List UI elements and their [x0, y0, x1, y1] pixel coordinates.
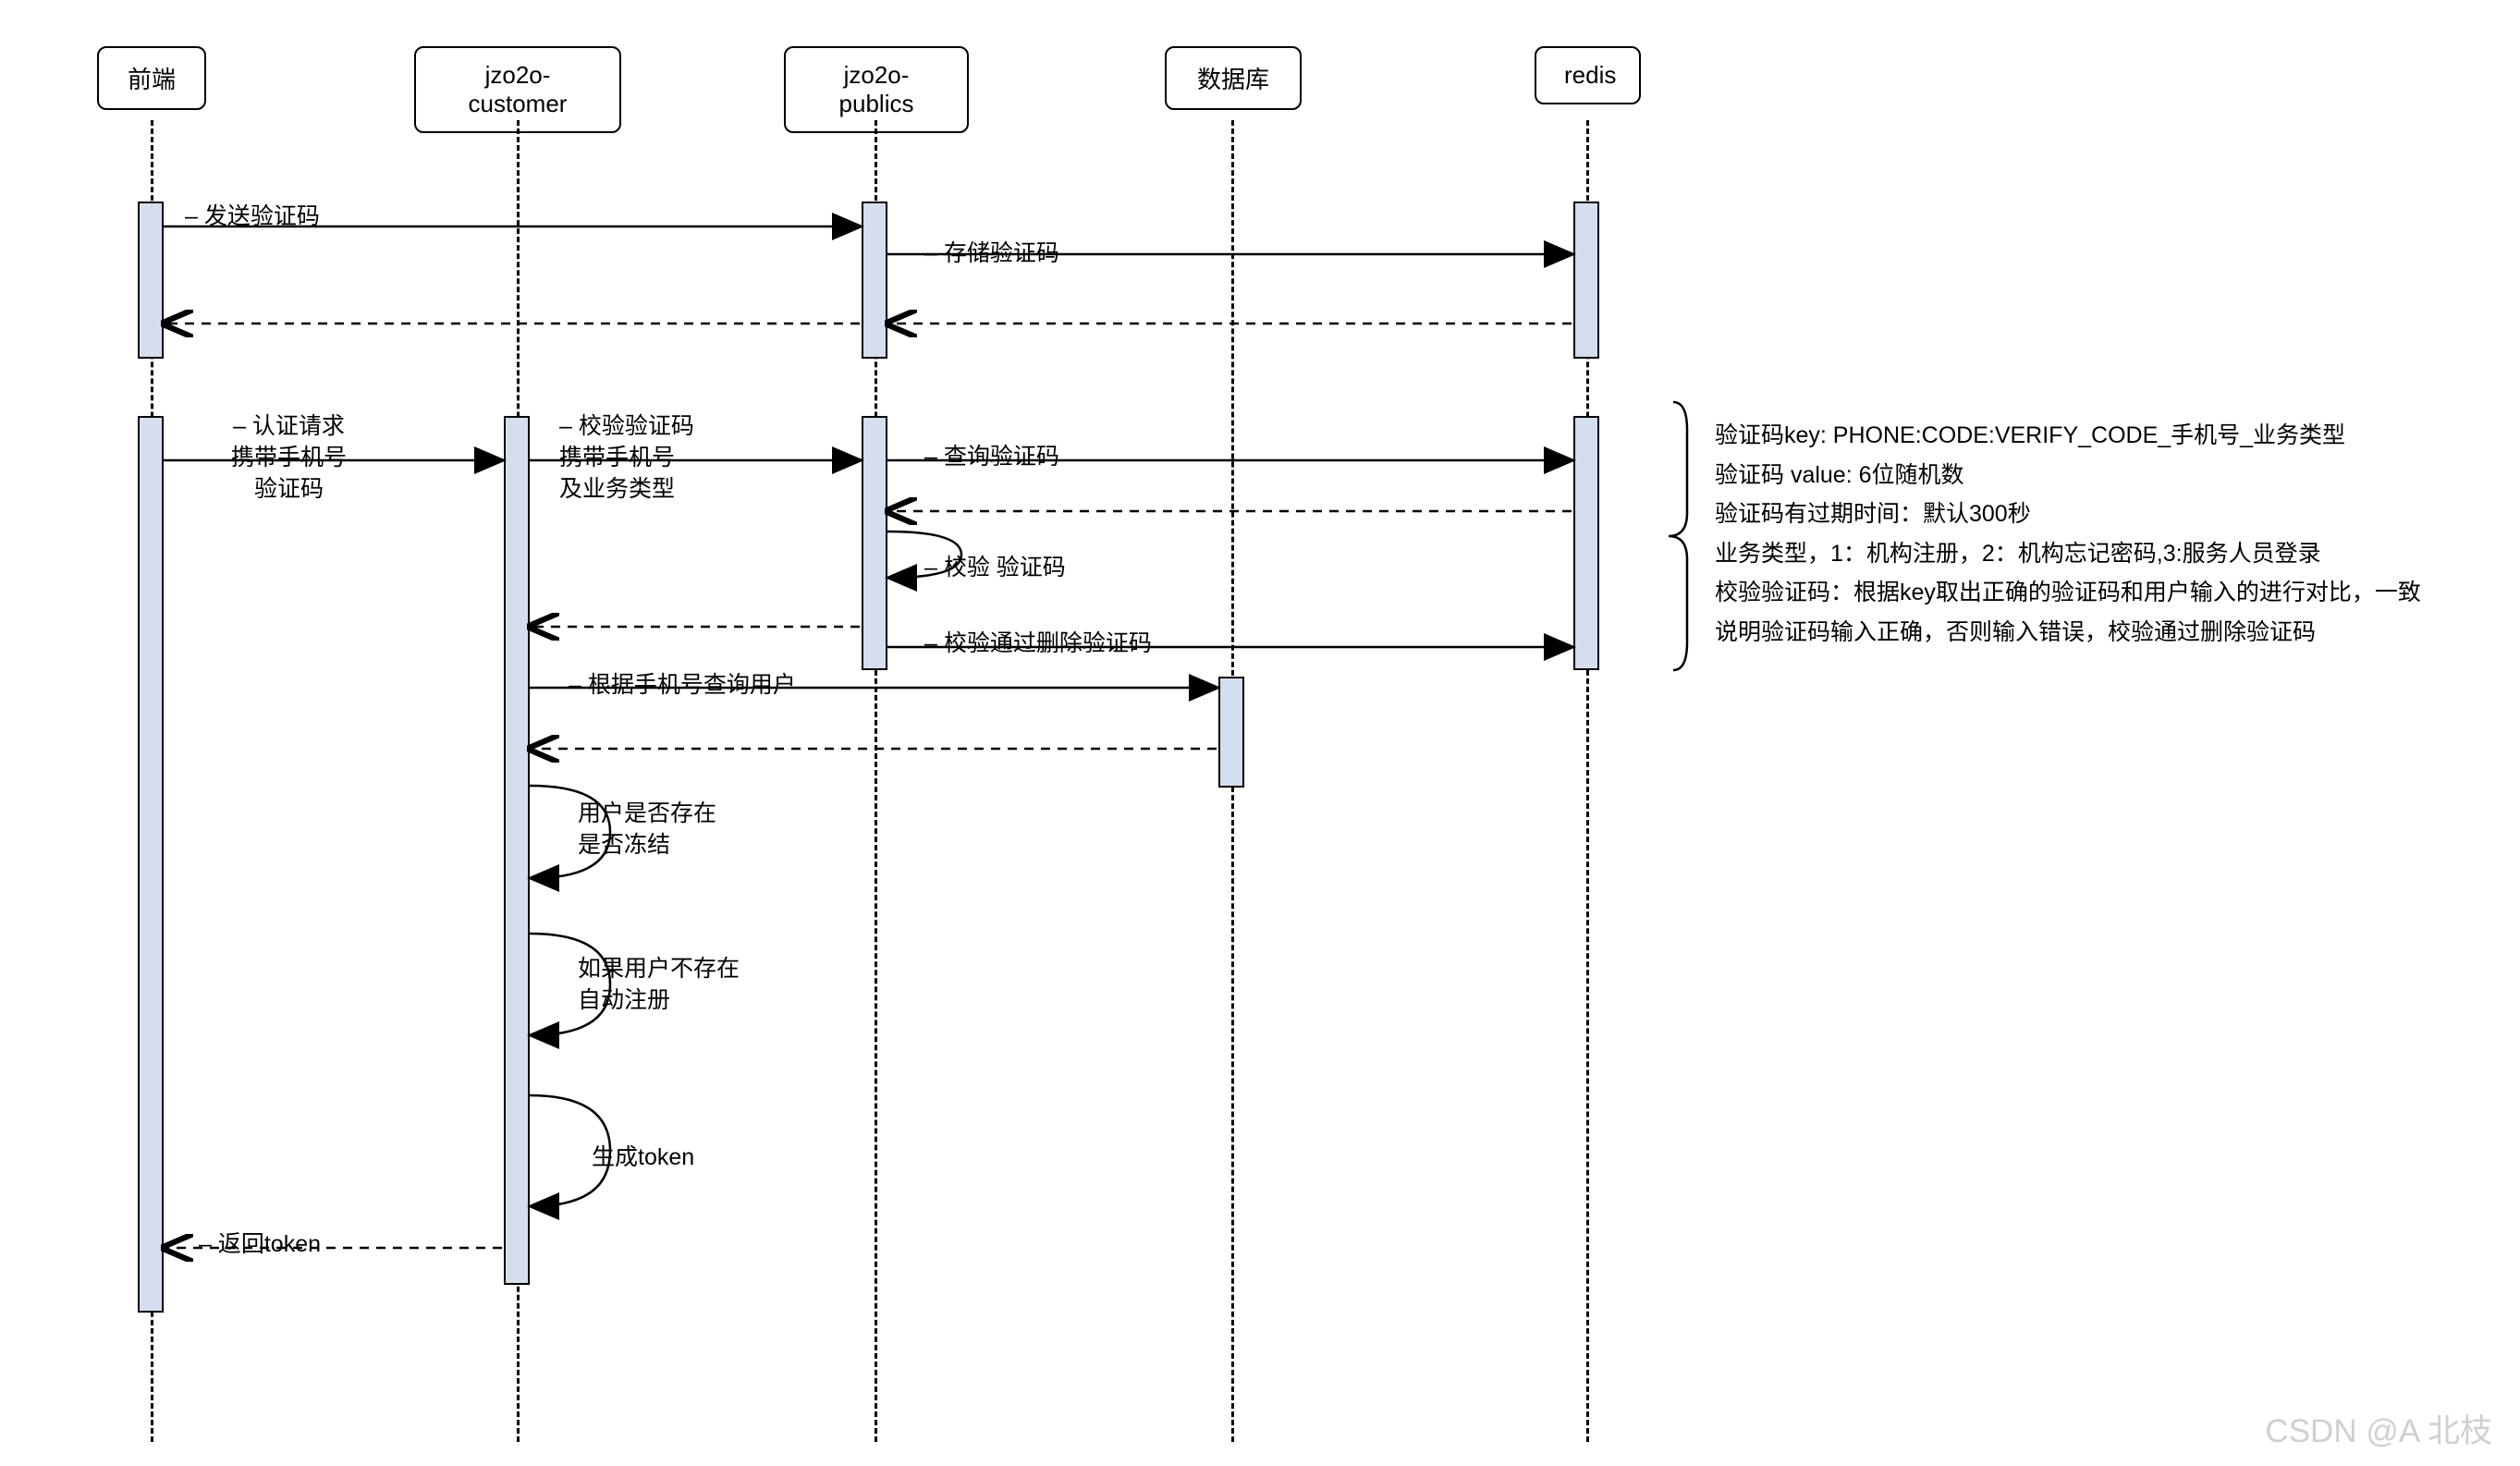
- msg-gen-token: 生成token: [592, 1142, 694, 1174]
- msg-query-user: – 根据手机号查询用户: [569, 670, 796, 702]
- activation-bar: [862, 202, 887, 359]
- arrow-layer: [0, 0, 2520, 1466]
- msg-verify-code: – 校验验证码携带手机号及业务类型: [559, 411, 694, 505]
- msg-user-exists: 用户是否存在是否冻结: [578, 799, 716, 861]
- activation-bar: [862, 416, 887, 670]
- note-annotation: 验证码key: PHONE:CODE:VERIFY_CODE_手机号_业务类型 …: [1715, 416, 2421, 652]
- msg-query-code: – 查询验证码: [924, 442, 1059, 473]
- activation-bar: [1573, 202, 1599, 359]
- msg-send-code: – 发送验证码: [185, 202, 320, 233]
- msg-check-code: – 校验 验证码: [924, 553, 1066, 584]
- activation-bar: [1218, 677, 1244, 788]
- participant-redis: redis: [1535, 46, 1641, 104]
- msg-delete-code: – 校验通过删除验证码: [924, 629, 1152, 660]
- activation-bar: [138, 416, 164, 1313]
- sequence-diagram: 前端 jzo2o-customer jzo2o-publics 数据库 redi…: [0, 0, 2520, 1466]
- brace-icon: [1650, 397, 1701, 675]
- msg-auth-request: – 认证请求携带手机号验证码: [231, 411, 347, 505]
- participant-frontend: 前端: [97, 46, 206, 110]
- msg-return-token: – 返回token: [199, 1229, 321, 1261]
- watermark: CSDN @A 北枝: [2265, 1405, 2492, 1452]
- activation-bar: [138, 202, 164, 359]
- activation-bar: [504, 416, 530, 1285]
- activation-bar: [1573, 416, 1599, 670]
- msg-auto-register: 如果用户不存在自动注册: [578, 954, 740, 1017]
- msg-store-code: – 存储验证码: [924, 238, 1059, 270]
- participant-database: 数据库: [1165, 46, 1302, 110]
